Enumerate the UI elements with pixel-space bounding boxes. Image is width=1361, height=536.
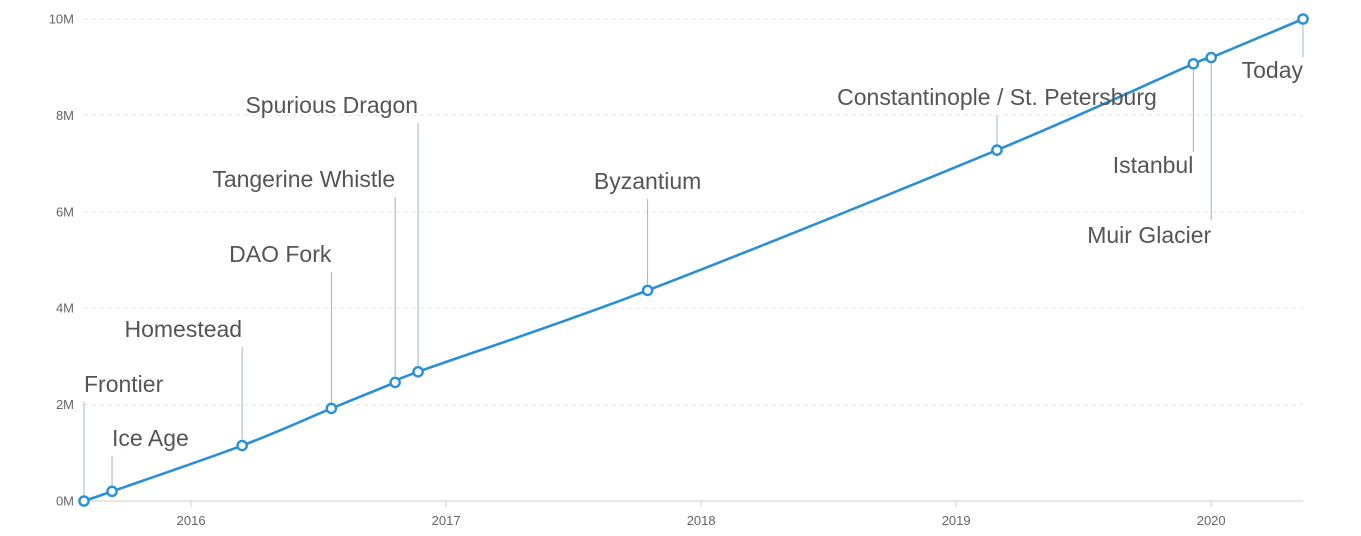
annotation-label: Homestead [124, 316, 242, 342]
data-point[interactable] [78, 495, 90, 507]
annotation-label: Frontier [84, 371, 164, 397]
points-layer [78, 13, 1309, 507]
data-point[interactable] [1187, 58, 1200, 70]
x-tick-label: 2018 [687, 513, 716, 528]
data-point[interactable] [106, 485, 118, 498]
annotation-label: Constantinople / St. Petersburg [837, 84, 1157, 110]
x-tick-label: 2020 [1197, 513, 1226, 528]
annotation-label: Byzantium [594, 168, 701, 194]
annotation-labels: Frontier Ice Age Homestead DAO Fork Tangerin… [84, 57, 1303, 451]
annotation-label: Istanbul [1113, 152, 1194, 178]
x-tick-label: 2017 [432, 513, 461, 528]
x-tick-label: 2019 [942, 513, 971, 528]
annotation-label: DAO Fork [229, 241, 332, 267]
annotation-leaders [83, 25, 1304, 495]
data-point[interactable] [641, 284, 654, 297]
annotation-label: Muir Glacier [1087, 222, 1211, 248]
annotation-label: Spurious Dragon [245, 92, 418, 118]
axes: 0M 2M 4M 6M 8M 10M 2016 2017 2018 2019 2020 [49, 12, 1303, 528]
y-tick-label: 0M [56, 494, 74, 509]
y-tick-label: 2M [56, 397, 74, 412]
y-tick-label: 4M [56, 301, 74, 316]
x-tick-label: 2016 [177, 513, 206, 528]
annotation-label: Tangerine Whistle [212, 166, 395, 192]
y-tick-label: 10M [49, 12, 74, 27]
data-point[interactable] [325, 402, 338, 415]
data-point[interactable] [991, 144, 1003, 156]
annotation-label: Today [1242, 57, 1304, 83]
annotation-label: Ice Age [112, 425, 189, 451]
data-point[interactable] [236, 439, 248, 452]
y-tick-label: 6M [56, 204, 74, 219]
grid [84, 18, 1303, 406]
data-point[interactable] [389, 376, 401, 389]
data-point[interactable] [412, 366, 424, 378]
data-point[interactable] [1205, 51, 1217, 64]
data-point[interactable] [1297, 13, 1309, 25]
y-tick-label: 8M [56, 108, 74, 123]
